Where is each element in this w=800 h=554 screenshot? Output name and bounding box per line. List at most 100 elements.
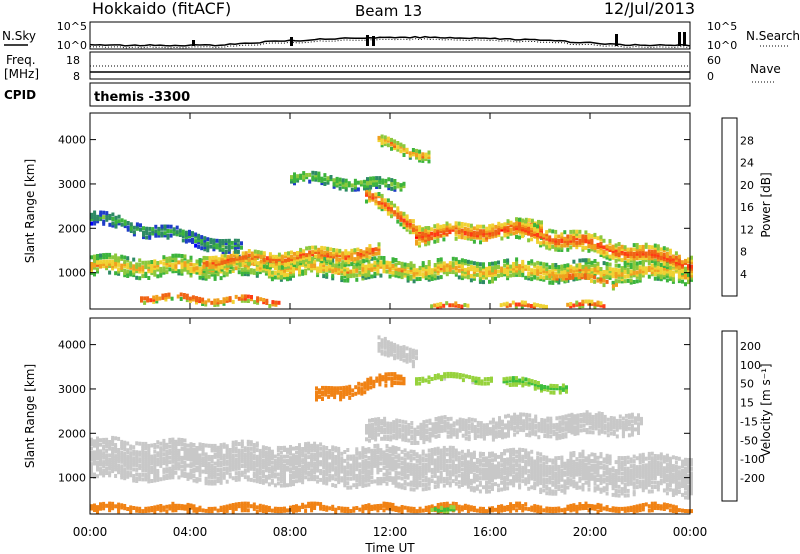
heatmap-cell [93,254,96,259]
heatmap-cell [231,440,235,445]
heatmap-cell [320,178,324,183]
heatmap-cell [313,264,317,268]
heatmap-cell [102,255,106,260]
heatmap-cell [203,247,207,252]
heatmap-cell [506,265,510,270]
heatmap-cell [524,452,528,457]
heatmap-cell [554,458,558,463]
heatmap-cell [491,234,495,239]
heatmap-cell [500,487,504,492]
heatmap-cell [159,463,163,468]
heatmap-cell [247,260,251,265]
heatmap-cell [90,212,93,217]
y-tick-label: 1000 [58,267,86,280]
heatmap-cell [472,477,476,482]
heatmap-cell [249,460,253,465]
heatmap-cell [376,448,380,453]
heatmap-cell [150,268,154,273]
heatmap-cell [545,262,549,267]
heatmap-cell [213,446,217,451]
heatmap-cell [536,276,540,281]
heatmap-cell [506,260,510,265]
heatmap-cell [340,462,344,467]
colorbar-tick-label: 20 [740,179,754,192]
heatmap-cell [506,221,510,226]
heatmap-cell [362,252,366,257]
heatmap-cell [153,474,157,478]
heatmap-cell [397,261,401,265]
heatmap-cell [132,270,136,275]
heatmap-cell [111,435,115,440]
heatmap-cell [418,456,422,461]
heatmap-cell [400,461,404,465]
heatmap-cell [563,266,567,271]
heatmap-cell [394,273,398,278]
heatmap-cell [687,257,690,262]
heatmap-cell [147,264,151,269]
heatmap-cell [200,237,204,242]
heatmap-cell [326,176,330,181]
heatmap-cell [482,467,485,472]
heatmap-cell [602,274,606,279]
heatmap-cell [311,170,315,175]
heatmap-cell [476,231,479,236]
heatmap-cell [313,461,317,466]
heatmap-cell [466,466,470,471]
freq-left-tick-bottom: 8 [73,70,80,83]
heatmap-cell [418,480,422,485]
heatmap-cell [313,452,317,457]
heatmap-cell [316,466,320,471]
heatmap-cell [391,476,395,481]
heatmap-cell [338,186,342,191]
heatmap-cell [497,483,500,488]
heatmap-cell [545,484,549,489]
cpid-value: themis -3300 [94,90,190,105]
heatmap-cell [147,276,151,280]
heatmap-cell [424,276,428,281]
heatmap-cell [536,226,540,231]
heatmap-cell [377,135,381,140]
heatmap-cell [258,460,262,464]
heatmap-cell [114,220,118,225]
heatmap-cell [400,485,404,490]
heatmap-cell [491,223,495,228]
heatmap-cell [515,230,518,235]
heatmap-cell [454,477,458,482]
heatmap-cell [353,183,357,188]
heatmap-cell [536,471,540,476]
heatmap-cell [129,444,133,449]
heatmap-cell [341,184,345,189]
heatmap-cell [123,456,127,461]
heatmap-cell [114,262,118,267]
heatmap-cell [418,270,422,275]
heatmap-cell [159,448,163,453]
heatmap-cell [566,241,570,246]
heatmap-cell [629,280,633,285]
heatmap-cell [448,225,452,230]
heatmap-cell [233,238,237,243]
heatmap-cell [334,461,338,466]
heatmap-cell [521,264,525,269]
heatmap-cell [347,251,351,256]
heatmap-cell [393,141,397,146]
heatmap-cell [114,467,118,472]
heatmap-cell [385,448,389,453]
heatmap-cell [384,178,388,183]
heatmap-cell [328,449,332,453]
heatmap-cell [475,460,479,465]
heatmap-cell [599,277,603,282]
heatmap-cell [394,466,398,470]
heatmap-cell [506,477,510,482]
heatmap-cell [141,269,145,274]
heatmap-cell [120,256,124,261]
heatmap-cell [479,229,482,234]
heatmap-cell [409,458,413,463]
heatmap-cell [267,460,271,465]
heatmap-cell [320,259,324,264]
heatmap-cell [171,464,175,469]
heatmap-cell [361,452,365,457]
heatmap-cell [421,272,425,277]
heatmap-cell [530,220,534,225]
heatmap-cell [581,474,585,479]
heatmap-cell [587,474,591,479]
